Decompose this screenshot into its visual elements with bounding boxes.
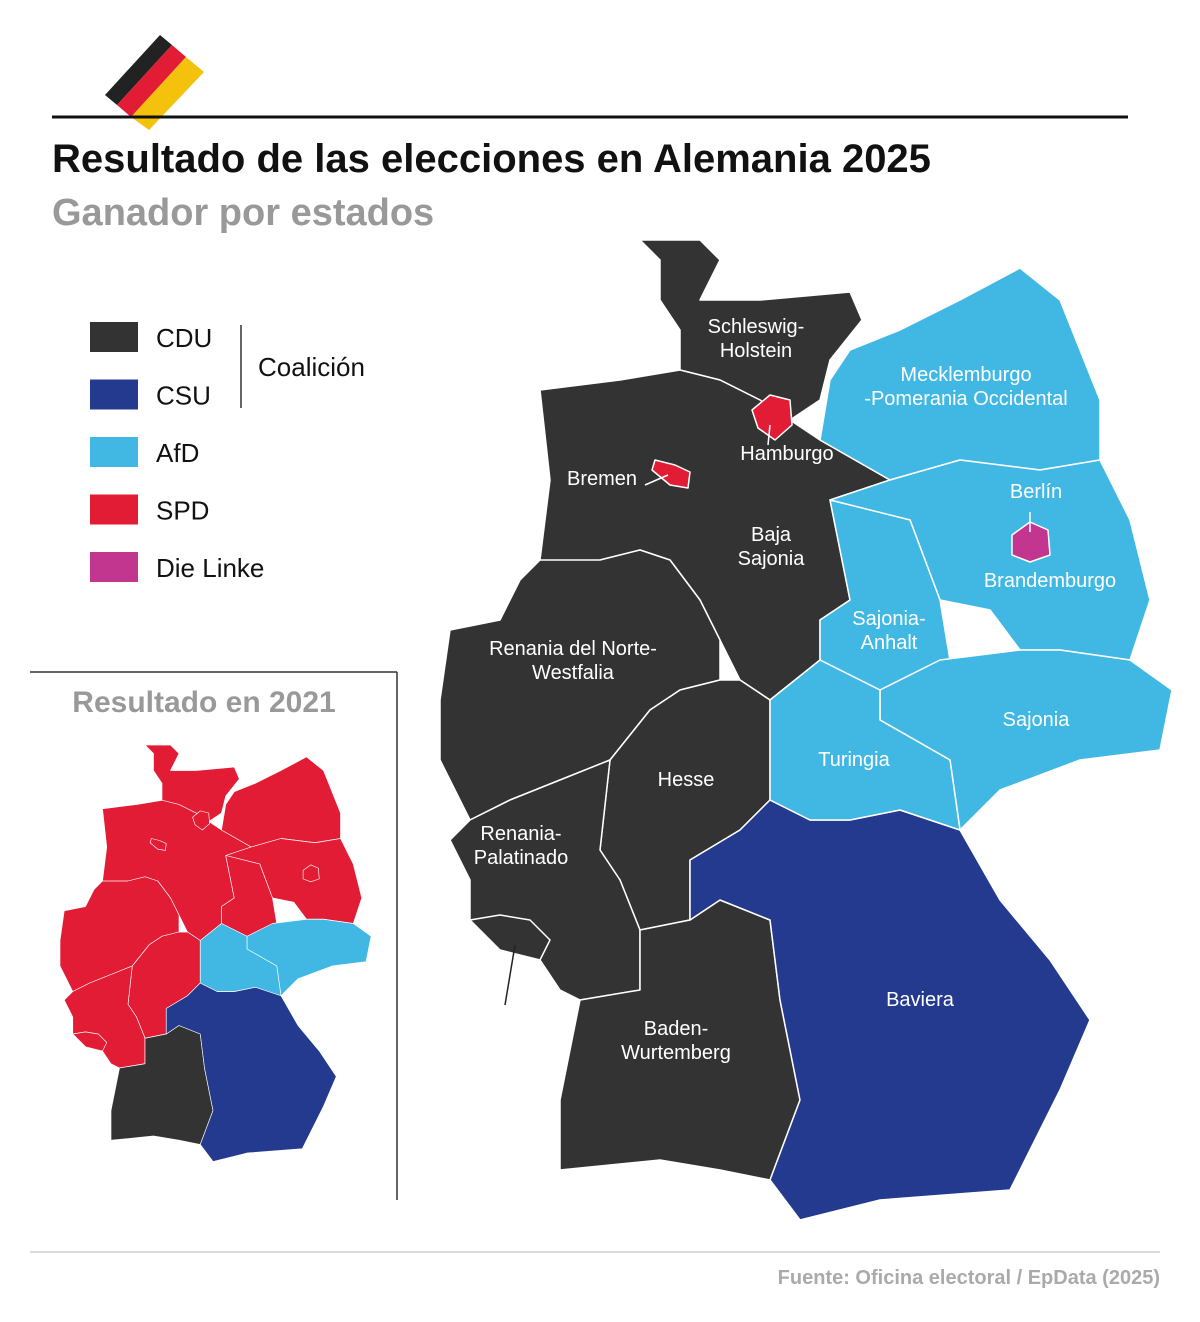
state-label: Hesse — [658, 769, 715, 791]
state-label: Sajonia — [1003, 709, 1071, 731]
state-shape — [769, 659, 961, 831]
map — [439, 239, 1173, 1221]
state-shape — [221, 756, 341, 848]
state-shape — [199, 923, 282, 997]
flag-icon — [105, 35, 204, 130]
state-label: Turingia — [818, 749, 890, 771]
state-label: Renania del Norte-Westfalia — [489, 638, 657, 684]
state-label: Baden-Wurtemberg — [621, 1018, 731, 1064]
legend-label: CSU — [156, 381, 211, 411]
legend-swatch — [90, 322, 138, 352]
title: Resultado de las elecciones en Alemania … — [52, 137, 931, 181]
legend-swatch — [90, 379, 138, 410]
state-shape — [192, 810, 210, 831]
state-label: Berlín — [1010, 481, 1062, 503]
legend-label: CDU — [156, 323, 212, 353]
state-shape — [651, 459, 691, 489]
inset-map — [59, 744, 372, 1162]
legend-swatch — [90, 552, 138, 582]
state-shape — [751, 394, 793, 441]
state-label: Bremen — [567, 468, 637, 490]
state-shape — [72, 1031, 108, 1052]
state-shape — [149, 838, 167, 851]
state-label: Sarre — [476, 1001, 525, 1023]
legend-swatch — [90, 437, 138, 467]
state-label: Sajonia-Anhalt — [852, 608, 925, 654]
coalition-label: Coalición — [258, 352, 365, 382]
legend-swatch — [90, 494, 138, 525]
state-label: Brandemburgo — [984, 570, 1116, 592]
source: Fuente: Oficina electoral / EpData (2025… — [778, 1267, 1160, 1289]
state-label: Schleswig-Holstein — [708, 316, 805, 362]
subtitle: Ganador por estados — [52, 192, 434, 234]
legend-label: SPD — [156, 496, 209, 526]
legend-label: AfD — [156, 438, 199, 468]
state-label: Renania-Palatinado — [474, 823, 569, 869]
legend: CDU CSU AfD SPD Die Linke — [90, 322, 264, 583]
state-shape — [639, 239, 863, 421]
state-shape — [302, 864, 320, 883]
legend-label: Die Linke — [156, 553, 264, 583]
state-label: Mecklemburgo -Pomerania Occidental — [864, 364, 1067, 410]
state-label: Hamburgo — [740, 443, 833, 465]
state-label: Baviera — [886, 989, 955, 1011]
inset-title: Resultado en 2021 — [72, 686, 335, 719]
state-shape — [469, 914, 551, 961]
leader-lines — [504, 424, 1031, 1006]
state-label: Baja Sajonia — [738, 524, 806, 570]
state-shape — [144, 744, 240, 822]
